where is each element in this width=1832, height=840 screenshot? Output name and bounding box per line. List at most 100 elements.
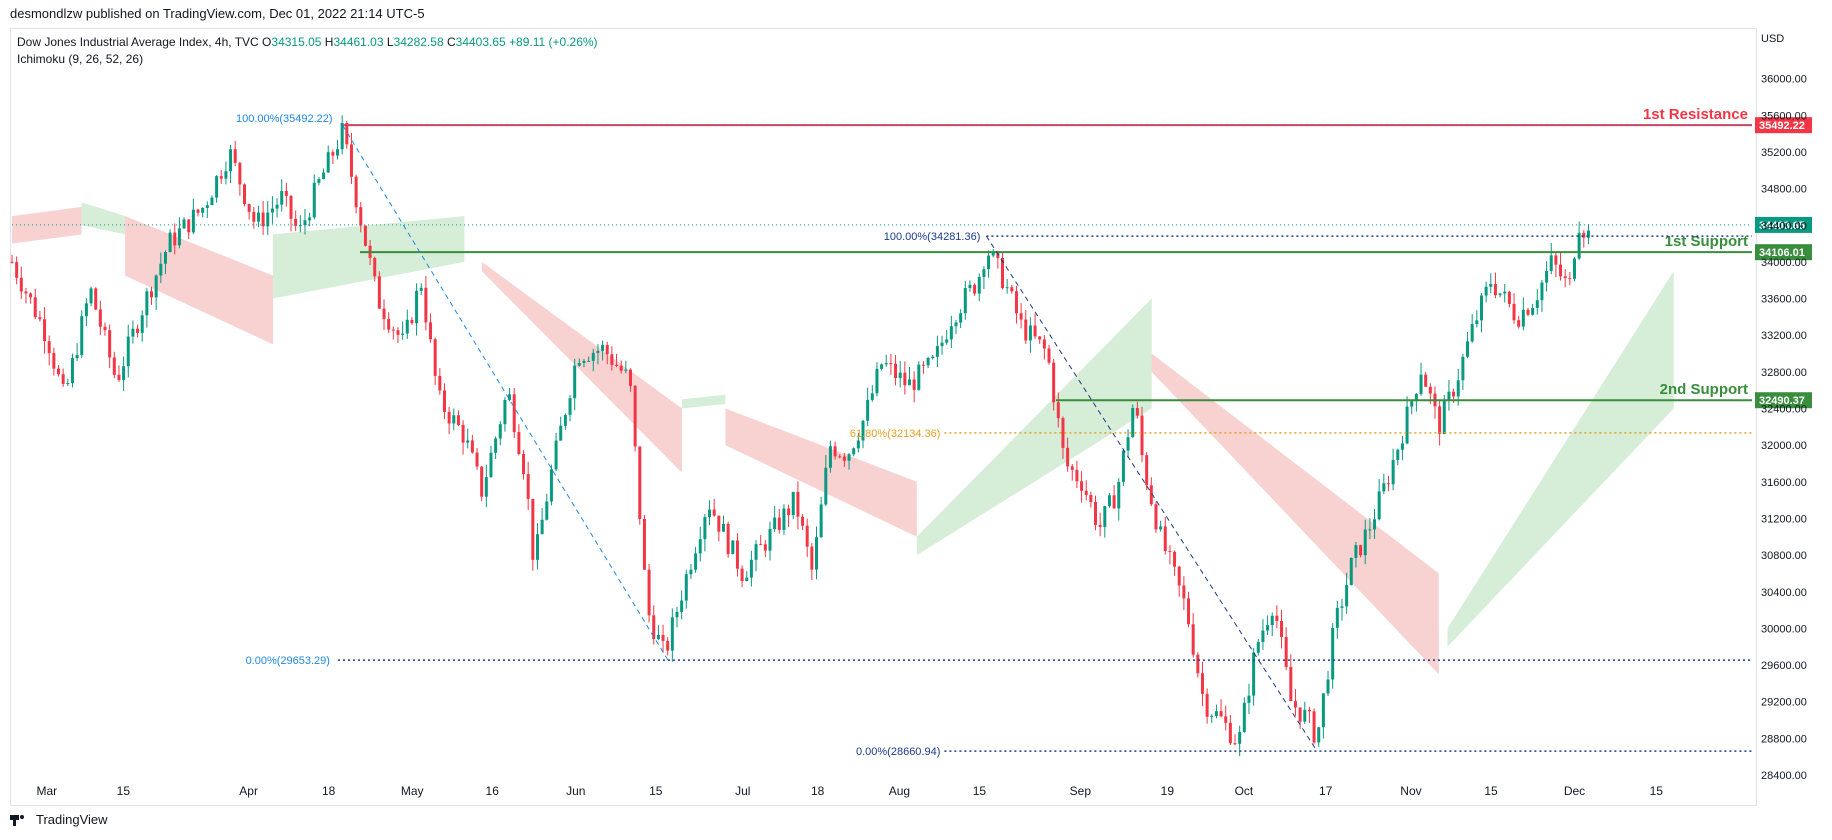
candle-body [43,319,47,342]
candle [721,515,725,532]
candle-body [1145,455,1149,486]
candle [1396,448,1400,466]
candle [1145,452,1149,491]
candle-body [233,149,237,163]
x-tick-label: Jul [735,784,750,798]
candle-body [931,356,935,359]
candle [1535,289,1539,315]
candle-body [1507,291,1511,304]
candle [387,312,391,334]
candle [1493,272,1497,299]
candle-body [1466,341,1470,357]
candle-body [773,517,777,530]
candle [1349,557,1353,586]
resistance-price-tag: 35492.22 [1759,120,1805,132]
candle [549,464,553,506]
candle [1359,544,1363,558]
candle-body [615,364,619,366]
candle [1563,269,1567,288]
candle [1470,314,1474,344]
candle [1461,353,1465,391]
candle-body [977,276,981,294]
candle [396,327,400,343]
candle-body [1252,652,1256,696]
candle [717,515,721,542]
candle-body [1461,356,1465,381]
candle-body [522,454,526,475]
candle-body [19,277,23,292]
candle [1410,399,1414,415]
change-value: +89.11 (+0.26%) [509,35,598,49]
candle-body [689,569,693,575]
ichimoku-clouds [12,202,1674,675]
candle [75,343,79,362]
candle-body [410,319,414,324]
candle-body [577,362,581,366]
candle-body [503,399,507,425]
candle-body [1070,466,1074,470]
candle [1419,362,1423,396]
candle [1107,493,1111,508]
y-tick-label: 30000.00 [1761,623,1807,635]
candle [684,569,688,609]
candle-body [526,474,530,499]
candle [224,161,228,185]
candle-body [787,508,791,516]
candle-body [1554,255,1558,265]
candle [294,210,298,231]
candle [689,564,693,580]
candle [1154,501,1158,533]
candle [475,448,479,470]
candle [1280,610,1284,649]
candle-body [303,220,307,226]
candle [1149,477,1153,507]
candle-body [391,329,395,331]
candle-body [289,195,293,219]
candle [735,533,739,577]
candle [410,317,414,325]
candle [1061,416,1065,459]
candle [1066,437,1070,472]
chart-frame[interactable] [10,28,1757,806]
candle [1252,647,1256,706]
candle-body [145,291,149,316]
candle [1321,693,1325,739]
candle [1326,670,1330,697]
candle [791,491,795,520]
candle-body [401,333,405,335]
candle-body [1038,336,1042,340]
candle [1131,404,1135,438]
candle [1126,429,1130,458]
fib1-100-label: 100.00%(35492.22) [236,113,333,125]
candle-body [1089,494,1093,502]
currency-label: USD [1761,33,1784,45]
candle-body [1010,287,1014,292]
candle [926,356,930,369]
fib2-trend [985,235,1318,752]
candle-body [549,469,553,502]
candle [694,546,698,573]
candle-body [1335,607,1339,628]
candle-body [1428,386,1432,394]
x-tick-label: Nov [1400,784,1421,798]
candle [1005,278,1009,294]
candle [838,454,842,459]
candle [573,358,577,411]
fib2-0-label: 0.00%(28660.94) [856,746,940,758]
candle [1191,613,1195,658]
open-label: O [262,35,272,49]
candle [340,115,344,155]
candle-body [1489,283,1493,287]
candle-body [1177,566,1181,586]
candle-body [336,149,340,156]
candle-body [754,544,758,560]
candle [322,168,326,180]
candle-body [326,152,330,173]
x-tick-label: 18 [811,784,825,798]
candle-body [842,456,846,461]
candle [401,321,405,340]
candle-body [163,252,167,264]
candle-body [117,374,121,381]
candle [187,219,191,240]
